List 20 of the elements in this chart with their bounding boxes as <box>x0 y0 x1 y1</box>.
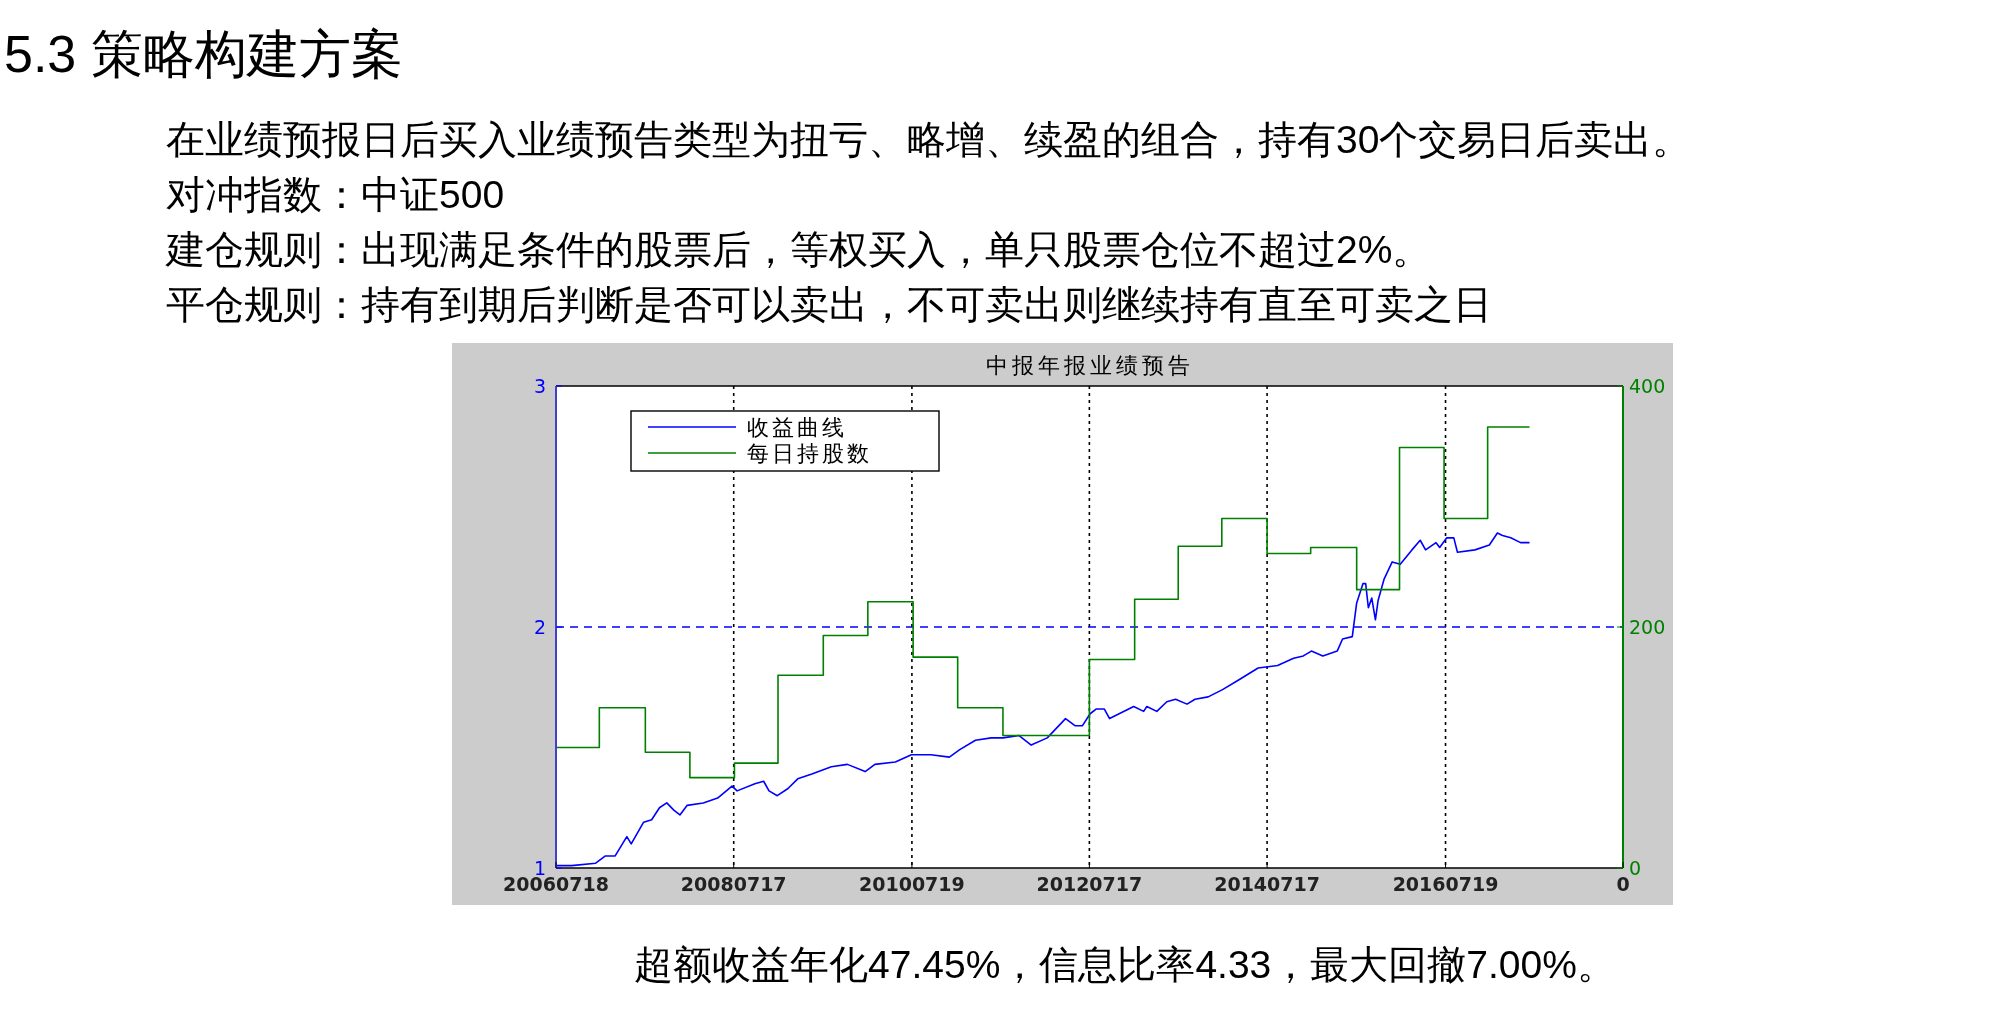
x-tick-label: 20100719 <box>859 873 965 895</box>
x-tick-label: 20160719 <box>1392 873 1499 895</box>
x-tick-label: 20140717 <box>1214 873 1320 895</box>
text: 在业绩预报日后买入业绩预告类型为扭亏、略增、续盈的组合，持有30个交易日后卖出。 <box>166 118 1692 161</box>
text: 超额收益年化47.45%，信息比率4.33，最大回撤7.00%。 <box>634 943 1616 986</box>
chart-title: 中报年报业绩预告 <box>985 353 1194 378</box>
text: 平仓规则：持有到期后判断是否可以卖出，不可卖出则继续持有直至可卖之日 <box>166 283 1492 326</box>
legend-label: 收益曲线 <box>747 415 847 440</box>
text: 建仓规则：出现满足条件的股票后，等权买入，单只股票仓位不超过2%。 <box>165 228 1432 271</box>
x-tick-label: 20120717 <box>1036 873 1143 895</box>
legend-label: 每日持股数 <box>747 441 872 466</box>
text: 对冲指数：中证500 <box>166 173 505 216</box>
x-tick-label: 20080717 <box>680 873 787 895</box>
y2-tick-label: 400 <box>1629 375 1666 397</box>
x-tick-label: 0 <box>1616 873 1630 895</box>
y-tick-label: 3 <box>533 375 546 397</box>
y2-tick-label: 200 <box>1629 616 1666 638</box>
y-tick-label: 2 <box>533 616 546 638</box>
y2-tick-label: 0 <box>1629 857 1642 879</box>
text: 5.3 策略构建方案 <box>4 25 403 83</box>
